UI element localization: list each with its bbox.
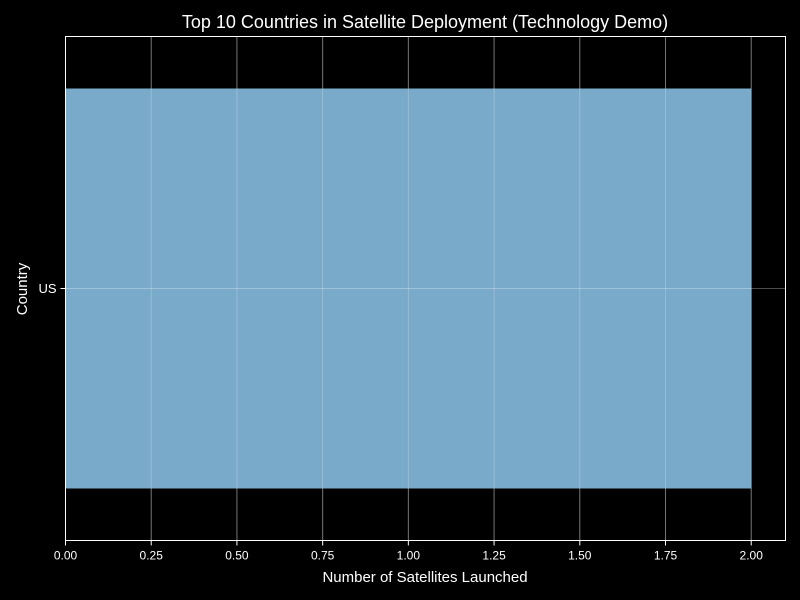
plot-area (65, 36, 786, 541)
chart-title: Top 10 Countries in Satellite Deployment… (182, 12, 668, 32)
x-tick-label: 1.50 (568, 549, 592, 563)
x-tick-label: 0.00 (54, 549, 78, 563)
x-tick-label: 1.25 (482, 549, 506, 563)
x-axis-ticks: 0.00 0.25 0.50 0.75 1.00 1.25 1.50 1.75 2.00 (54, 540, 764, 563)
x-tick-label: 1.75 (654, 549, 678, 563)
x-axis-label: Number of Satellites Launched (322, 569, 527, 586)
x-tick-label: 1.00 (397, 549, 421, 563)
y-axis-label: Country (14, 262, 31, 315)
bar (65, 88, 752, 489)
x-tick-label: 0.50 (225, 549, 249, 563)
y-axis-ticks: US (38, 281, 66, 296)
bars (65, 88, 752, 489)
x-tick-label: 0.25 (140, 549, 164, 563)
y-tick-label: US (38, 281, 56, 296)
x-tick-label: 0.75 (311, 549, 335, 563)
x-tick-label: 2.00 (740, 549, 764, 563)
